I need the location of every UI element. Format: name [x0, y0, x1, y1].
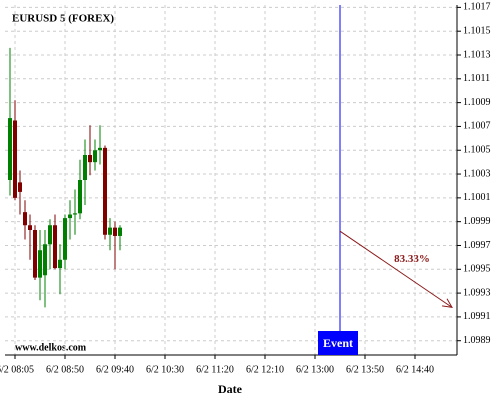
- candle-body: [48, 225, 52, 245]
- watermark: www.delkos.com: [15, 342, 87, 353]
- candle-body: [68, 214, 72, 219]
- forecast-arrow: [339, 230, 453, 308]
- chart-title: EURUSD 5 (FOREX): [12, 13, 114, 25]
- y-tick-label: 1.1017: [463, 2, 491, 13]
- x-axis-label: Date: [218, 382, 243, 396]
- y-tick-label: 1.1005: [463, 145, 491, 156]
- event-box: [318, 331, 358, 355]
- candle-body: [43, 244, 47, 276]
- candle-body: [98, 147, 102, 151]
- candle-body: [8, 118, 12, 180]
- candle-body: [118, 227, 122, 236]
- y-tick-label: 1.0999: [463, 216, 491, 227]
- candle-body: [33, 230, 37, 278]
- y-tick-label: 1.1015: [463, 25, 491, 36]
- candle-body: [78, 180, 82, 214]
- candle-body: [18, 182, 22, 192]
- y-tick-label: 1.1001: [463, 192, 491, 203]
- candle-body: [13, 120, 17, 198]
- candle-body: [28, 225, 32, 230]
- candle-body: [23, 212, 27, 226]
- y-tick-label: 1.1007: [463, 121, 491, 132]
- x-tick-label: 6/2 11:20: [196, 364, 234, 375]
- x-tick-label: 6/2 08:05: [0, 364, 34, 375]
- y-tick-label: 1.0997: [463, 240, 491, 251]
- candle-body: [103, 147, 107, 235]
- x-tick-label: 6/2 08:50: [46, 364, 84, 375]
- candle-body: [83, 155, 87, 180]
- y-tick-label: 1.0989: [463, 335, 491, 346]
- y-tick-label: 1.1003: [463, 168, 491, 179]
- y-tick-label: 1.0993: [463, 287, 491, 298]
- candle-body: [53, 225, 57, 269]
- y-tick-label: 1.0995: [463, 264, 491, 275]
- candle-body: [108, 227, 112, 235]
- y-tick-label: 1.1009: [463, 97, 491, 108]
- x-tick-label: 6/2 13:50: [346, 364, 384, 375]
- y-tick-label: 1.1011: [463, 73, 490, 84]
- candle-body: [73, 213, 77, 215]
- y-tick-label: 1.1013: [463, 49, 491, 60]
- arrow-head: [442, 298, 453, 309]
- candle-body: [63, 218, 67, 260]
- x-tick-label: 6/2 09:40: [96, 364, 134, 375]
- candle-body: [58, 259, 62, 269]
- candle-body: [38, 250, 42, 278]
- x-tick-label: 6/2 12:10: [246, 364, 284, 375]
- y-tick-label: 1.0991: [463, 311, 491, 322]
- candle-body: [113, 227, 117, 236]
- forecast-label: 83.33%: [394, 253, 430, 265]
- event-label: Event: [323, 336, 353, 350]
- candle-body: [88, 155, 92, 163]
- x-tick-label: 6/2 13:00: [296, 364, 334, 375]
- candle-body: [93, 150, 97, 163]
- x-tick-label: 6/2 14:40: [396, 364, 434, 375]
- x-tick-label: 6/2 10:30: [146, 364, 184, 375]
